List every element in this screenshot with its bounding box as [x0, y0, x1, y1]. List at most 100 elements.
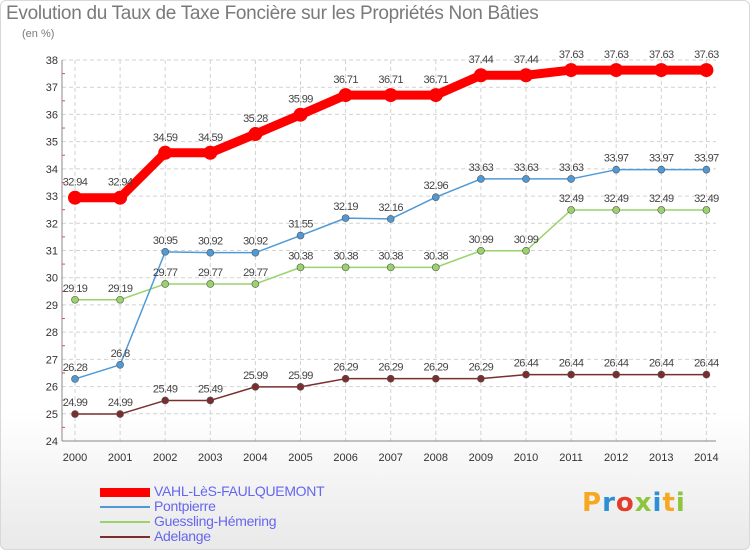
logo-letter: o: [615, 488, 635, 518]
series-point-2: [386, 263, 395, 272]
data-label-2: 30.38: [333, 250, 358, 262]
data-label-3: 26.44: [604, 358, 629, 370]
series-point-3: [206, 396, 215, 405]
data-label-0: 35.28: [243, 113, 268, 125]
data-label-3: 26.44: [559, 358, 584, 370]
series-point-3: [477, 374, 485, 383]
series-point-3: [296, 383, 305, 391]
data-label-2: 30.38: [288, 250, 313, 262]
series-point-1: [657, 165, 666, 174]
series-point-1: [116, 360, 124, 369]
series-point-2: [161, 280, 169, 288]
x-tick-label: 2010: [514, 452, 538, 464]
data-label-2: 29.77: [198, 267, 223, 279]
x-tick-label: 2011: [559, 452, 583, 464]
series-point-1: [251, 248, 260, 257]
data-label-2: 29.77: [243, 267, 268, 279]
series-point-1: [206, 248, 215, 257]
series-point-0: [699, 63, 714, 78]
series-point-1: [612, 165, 621, 174]
data-label-3: 26.29: [424, 362, 449, 374]
series-point-0: [428, 88, 443, 103]
series-point-2: [431, 263, 440, 272]
y-tick-label: 24: [46, 436, 58, 448]
data-label-3: 26.29: [333, 362, 358, 374]
data-label-3: 25.99: [288, 370, 313, 382]
series-point-3: [657, 370, 666, 379]
series-point-1: [477, 175, 485, 183]
x-tick-label: 2001: [108, 452, 132, 464]
data-label-2: 30.38: [378, 250, 403, 262]
data-label-0: 37.44: [514, 54, 539, 66]
data-label-1: 33.97: [649, 153, 674, 165]
chart-title: Evolution du Taux de Taxe Foncière sur l…: [6, 3, 539, 24]
y-tick-label: 25: [46, 409, 58, 421]
series-point-3: [386, 374, 395, 383]
data-label-3: 25.49: [153, 383, 178, 395]
data-label-0: 36.71: [378, 74, 403, 86]
data-label-0: 35.99: [288, 94, 313, 106]
data-label-0: 34.59: [153, 132, 178, 144]
x-tick-label: 2007: [378, 452, 402, 464]
series-point-2: [612, 206, 621, 214]
series-layer: [68, 63, 714, 418]
series-point-2: [341, 263, 350, 272]
data-label-3: 26.29: [378, 362, 403, 374]
data-label-2: 30.99: [514, 234, 539, 246]
series-point-1: [386, 215, 395, 223]
logo-letter: r: [602, 488, 616, 518]
series-point-0: [654, 63, 669, 78]
series-point-1: [341, 214, 350, 222]
series-point-2: [702, 206, 711, 214]
series-point-3: [522, 370, 530, 379]
logo-letter: t: [662, 488, 676, 518]
y-tick-label: 37: [46, 82, 58, 94]
chart-subtitle: (en %): [22, 28, 55, 40]
x-tick-label: 2000: [63, 452, 87, 464]
series-point-3: [567, 370, 575, 379]
series-point-3: [612, 370, 621, 379]
series-point-3: [702, 370, 711, 379]
y-tick-label: 31: [46, 246, 58, 258]
data-label-1: 33.97: [604, 153, 629, 165]
data-label-1: 30.95: [153, 235, 178, 247]
series-point-2: [71, 295, 79, 304]
data-label-0: 36.71: [424, 74, 449, 86]
data-label-1: 33.63: [559, 162, 584, 174]
x-tick-label: 2005: [288, 452, 312, 464]
y-tick-label: 36: [46, 109, 58, 121]
x-tick-label: 2014: [694, 452, 718, 464]
data-label-0: 36.71: [333, 74, 358, 86]
data-label-3: 26.44: [514, 358, 539, 370]
legend-swatch-guessling: [100, 521, 150, 523]
x-tick-label: 2002: [153, 452, 177, 464]
series-point-1: [431, 193, 440, 201]
series-point-0: [203, 145, 218, 160]
series-point-2: [477, 246, 485, 255]
logo-letter: i: [652, 488, 663, 518]
series-point-1: [522, 175, 530, 183]
data-label-1: 33.97: [694, 153, 719, 165]
series-point-3: [341, 374, 350, 383]
legend-label-vahl: VAHL-LèS-FAULQUEMONT: [154, 483, 325, 499]
data-label-1: 33.63: [469, 162, 494, 174]
legend-label-adelange: Adelange: [154, 528, 211, 544]
y-tick-label: 35: [46, 137, 58, 149]
y-tick-label: 33: [46, 191, 58, 203]
data-label-1: 32.96: [424, 180, 449, 192]
series-point-0: [338, 88, 353, 103]
y-tick-label: 38: [46, 55, 58, 67]
data-label-0: 37.63: [649, 49, 674, 61]
y-tick-label: 27: [46, 354, 58, 366]
series-point-0: [519, 68, 533, 83]
series-point-2: [206, 280, 215, 288]
data-label-3: 25.49: [198, 383, 223, 395]
data-label-0: 32.94: [63, 177, 88, 189]
series-point-2: [567, 206, 575, 214]
series-point-3: [116, 410, 124, 418]
line-chart: 24 25 26 27 28 29 30 31 32 33 34 35 36 37 38 2000 2001 20…: [46, 49, 720, 464]
logo-letter: x: [634, 488, 653, 518]
series-point-0: [293, 107, 308, 122]
series-point-1: [702, 165, 711, 174]
y-tick-label: 32: [46, 218, 58, 230]
